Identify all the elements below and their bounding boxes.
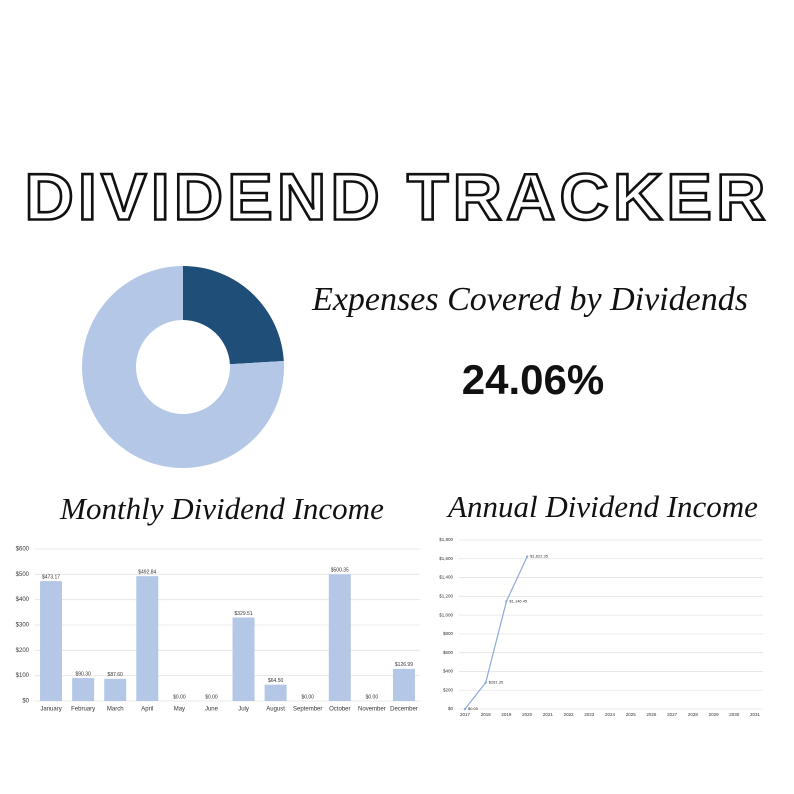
value-label: $1,146.45 bbox=[509, 598, 528, 603]
value-label: $0.00 bbox=[468, 706, 479, 711]
chart-title: Annual Dividend Income bbox=[446, 489, 758, 524]
line-series bbox=[464, 556, 528, 710]
bar bbox=[72, 678, 95, 701]
x-tick-label: 2031 bbox=[750, 712, 761, 717]
x-tick-label: July bbox=[238, 707, 249, 713]
x-tick-label: 2020 bbox=[522, 712, 533, 717]
y-tick-label: $400 bbox=[16, 597, 30, 603]
value-label: $329.51 bbox=[235, 611, 253, 617]
x-tick-label: 2017 bbox=[460, 712, 471, 717]
x-tick-label: May bbox=[174, 707, 185, 713]
x-tick-label: June bbox=[205, 707, 219, 713]
y-tick-label: $1,000 bbox=[439, 612, 453, 617]
y-tick-label: $0 bbox=[448, 706, 454, 711]
x-tick-label: 2022 bbox=[564, 712, 575, 717]
x-tick-label: April bbox=[141, 707, 153, 713]
page-title: DIVIDEND TRACKER bbox=[25, 159, 770, 233]
x-tick-label: August bbox=[266, 707, 285, 713]
value-label: $281.35 bbox=[489, 680, 504, 685]
x-tick-label: October bbox=[329, 707, 350, 713]
line-point bbox=[505, 600, 508, 603]
x-tick-label: 2019 bbox=[501, 712, 512, 717]
y-tick-label: $1,600 bbox=[439, 556, 453, 561]
x-tick-label: 2025 bbox=[626, 712, 637, 717]
bar bbox=[392, 668, 415, 701]
y-tick-label: $100 bbox=[16, 673, 30, 679]
value-label: $492.84 bbox=[138, 569, 156, 575]
value-label: $500.35 bbox=[331, 568, 349, 574]
chart-title: Expenses Covered by Dividends bbox=[311, 281, 748, 318]
x-tick-label: 2030 bbox=[729, 712, 740, 717]
line-point bbox=[525, 555, 529, 558]
y-tick-label: $400 bbox=[443, 669, 454, 674]
line-point bbox=[484, 681, 487, 684]
y-tick-label: $1,400 bbox=[439, 575, 453, 580]
y-tick-label: $200 bbox=[443, 687, 454, 692]
x-tick-label: 2021 bbox=[543, 712, 554, 717]
x-tick-label: January bbox=[40, 707, 61, 713]
value-label: $90.30 bbox=[75, 671, 91, 677]
y-tick-label: $1,200 bbox=[439, 594, 453, 599]
headline-value: 24.06% bbox=[462, 356, 604, 403]
x-tick-label: February bbox=[71, 707, 95, 713]
y-tick-label: $500 bbox=[16, 572, 30, 578]
value-label: $0.00 bbox=[301, 694, 314, 700]
y-tick-label: $1,800 bbox=[439, 537, 453, 542]
bar bbox=[40, 581, 63, 701]
value-label: $64.50 bbox=[268, 678, 284, 684]
bar bbox=[136, 576, 159, 701]
value-label: $126.99 bbox=[395, 662, 413, 668]
y-tick-label: $0 bbox=[22, 699, 29, 705]
x-tick-label: 2028 bbox=[688, 712, 699, 717]
bar bbox=[232, 617, 255, 701]
x-tick-label: March bbox=[107, 707, 124, 713]
bar bbox=[328, 574, 351, 701]
value-label: $0.00 bbox=[173, 694, 186, 700]
x-tick-label: December bbox=[390, 707, 418, 713]
value-label: $87.60 bbox=[108, 672, 124, 678]
y-tick-label: $200 bbox=[16, 648, 30, 654]
x-tick-label: 2027 bbox=[667, 712, 678, 717]
value-label: $1,622.35 bbox=[530, 554, 549, 559]
x-tick-label: 2029 bbox=[709, 712, 720, 717]
donut-slice bbox=[81, 266, 284, 468]
x-tick-label: 2023 bbox=[584, 712, 595, 717]
chart-title: Monthly Dividend Income bbox=[59, 491, 384, 526]
y-tick-label: $300 bbox=[16, 623, 30, 629]
x-tick-label: 2026 bbox=[646, 712, 657, 717]
line-point bbox=[463, 707, 467, 711]
y-tick-label: $600 bbox=[443, 650, 454, 655]
value-label: $473.17 bbox=[42, 574, 60, 580]
bar bbox=[264, 684, 287, 701]
y-tick-label: $800 bbox=[443, 631, 454, 636]
y-tick-label: $600 bbox=[16, 547, 30, 553]
x-tick-label: 2024 bbox=[605, 712, 616, 717]
value-label: $0.00 bbox=[366, 694, 379, 700]
x-tick-label: September bbox=[293, 707, 322, 713]
bar bbox=[104, 678, 127, 701]
donut-slice bbox=[183, 266, 284, 365]
x-tick-label: 2018 bbox=[481, 712, 492, 717]
x-tick-label: November bbox=[358, 707, 386, 713]
value-label: $0.00 bbox=[205, 694, 218, 700]
